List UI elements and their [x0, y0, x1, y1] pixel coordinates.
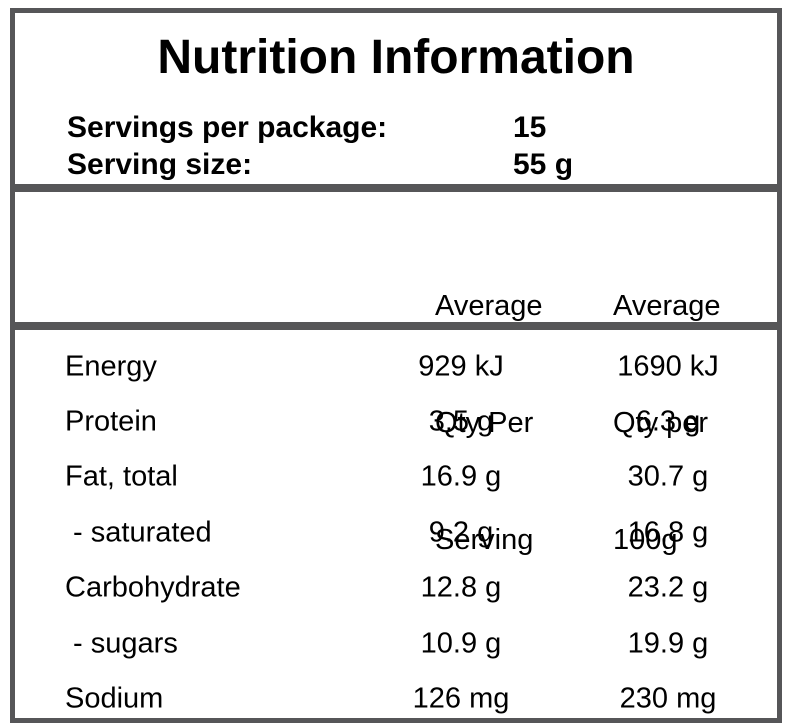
nutrient-label: - sugars: [65, 627, 178, 660]
nutrient-label: - saturated: [65, 516, 212, 549]
serving-size-label: Serving size:: [67, 148, 253, 181]
value-per-serving: 16.9 g: [420, 460, 502, 493]
column-header-line: Qty Per: [435, 407, 534, 439]
column-header-line: Qty per: [613, 407, 709, 439]
nutrition-panel: Nutrition Information Servings per packa…: [10, 8, 782, 723]
value-per-serving: 10.9 g: [420, 627, 502, 660]
table-row-sodium: Sodium 126 mg 230 mg: [15, 671, 777, 726]
column-header-line: Average: [613, 290, 721, 322]
serving-size-row: Serving size: 55 g: [67, 146, 777, 183]
value-per-100g: 6.3 g: [635, 405, 701, 438]
column-header-line: Serving: [435, 524, 534, 556]
table-row-sugars: - sugars 10.9 g 19.9 g: [15, 616, 777, 671]
column-header-line: 100g: [613, 524, 678, 556]
nutrient-label: Protein: [65, 405, 157, 438]
nutrient-label: Fat, total: [65, 460, 178, 493]
section-divider-bottom: [15, 322, 777, 330]
value-per-100g: 23.2 g: [627, 571, 709, 604]
value-per-100g: 1690 kJ: [617, 350, 719, 383]
value-per-serving: 3.5 g: [428, 405, 494, 438]
servings-per-package-label: Servings per package:: [67, 111, 388, 144]
table-row-carbohydrate: Carbohydrate 12.8 g 23.2 g: [15, 561, 777, 616]
column-header-per-100g: Average Qty per 100g: [613, 209, 721, 638]
table-row-fat-total: Fat, total 16.9 g 30.7 g: [15, 450, 777, 505]
table-row-fat-saturated: - saturated 9.2 g 16.8 g: [15, 505, 777, 560]
nutrient-label: Sodium: [65, 682, 164, 715]
value-per-serving: 12.8 g: [420, 571, 502, 604]
nutrient-label: Energy: [65, 350, 157, 383]
value-per-serving: 9.2 g: [428, 516, 494, 549]
value-per-100g: 19.9 g: [627, 627, 709, 660]
value-per-100g: 230 mg: [619, 682, 717, 715]
value-per-serving: 126 mg: [412, 682, 510, 715]
value-per-100g: 30.7 g: [627, 460, 709, 493]
section-divider-top: [15, 184, 777, 192]
nutrient-table: Energy 929 kJ 1690 kJ Protein 3.5 g 6.3 …: [15, 339, 777, 727]
value-per-100g: 16.8 g: [627, 516, 709, 549]
table-row-protein: Protein 3.5 g 6.3 g: [15, 394, 777, 449]
nutrient-label: Carbohydrate: [65, 571, 241, 604]
column-header-line: Average: [435, 290, 543, 322]
column-header-per-serving: Average Qty Per Serving: [435, 209, 543, 638]
servings-per-package-row: Servings per package: 15: [67, 109, 777, 146]
servings-per-package-value: 15: [513, 111, 547, 144]
table-row-energy: Energy 929 kJ 1690 kJ: [15, 339, 777, 394]
panel-title: Nutrition Information: [157, 31, 635, 84]
value-per-serving: 929 kJ: [418, 350, 504, 383]
serving-size-value: 55 g: [513, 148, 574, 181]
